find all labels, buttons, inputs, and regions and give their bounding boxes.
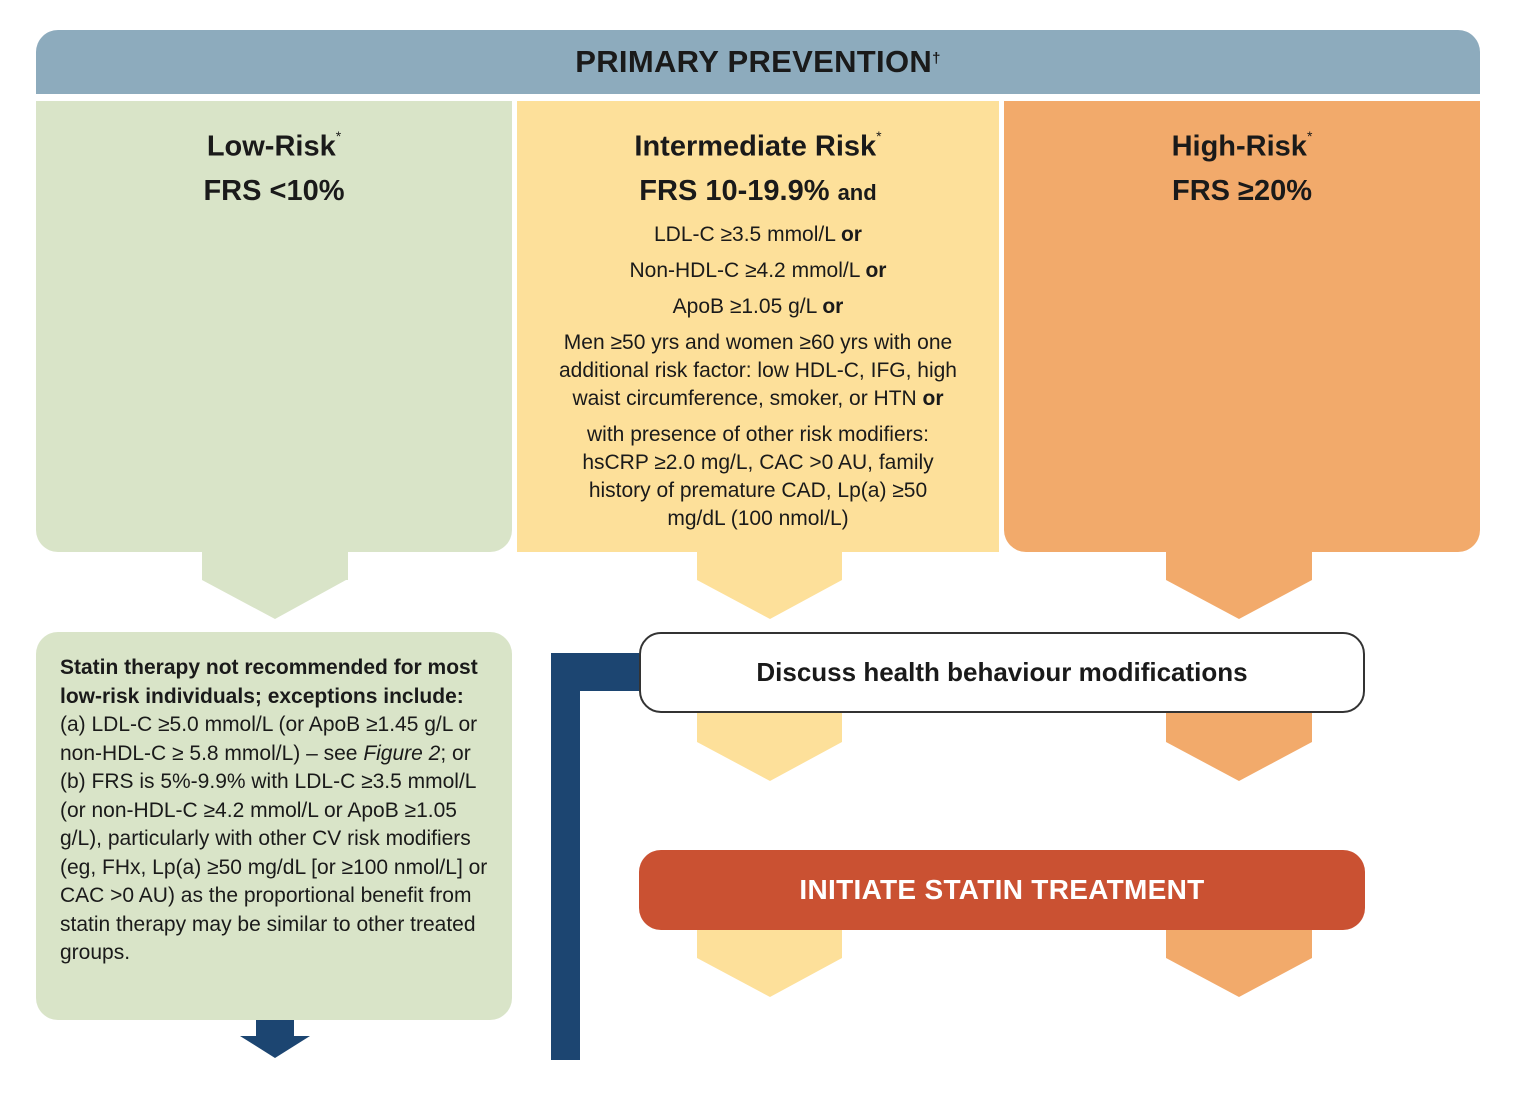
criterion-apob: ApoB ≥1.05 g/L or [672,294,844,318]
navy-connector [551,653,639,1060]
header-bar: PRIMARY PREVENTION † [36,30,1480,94]
criterion-risk-modifiers: with presence of other risk modifiers: h… [582,422,934,530]
arrow-low-down [202,552,348,619]
column-high-risk: High-Risk* FRS ≥20% [1004,101,1480,552]
intermediate-risk-frs: FRS 10-19.9% and [639,174,877,207]
criterion-non-hdl: Non-HDL-C ≥4.2 mmol/L or [629,258,887,282]
high-risk-frs: FRS ≥20% [1171,174,1312,207]
column-low-risk: Low-Risk* FRS <10% [36,101,512,552]
discuss-health-behaviour-box: Discuss health behaviour modifications [639,632,1365,713]
criterion-ldl: LDL-C ≥3.5 mmol/L or [654,222,862,246]
arrow-high-down-3 [1166,930,1312,997]
arrow-intermediate-down-1 [697,552,842,619]
arrow-high-down-2 [1166,713,1312,781]
arrow-low-navy-down [240,1020,310,1058]
arrow-high-down-1 [1166,552,1312,619]
header-title: PRIMARY PREVENTION [575,44,933,79]
low-risk-title: Low-Risk* [206,128,342,163]
criterion-age-risk-factor: Men ≥50 yrs and women ≥60 yrs with one a… [559,330,957,410]
intermediate-risk-title: Intermediate Risk* [634,128,882,163]
arrow-intermediate-down-3 [697,930,842,997]
low-risk-frs: FRS <10% [203,174,345,207]
column-intermediate-risk: Intermediate Risk* FRS 10-19.9% and LDL-… [517,101,999,552]
arrow-intermediate-down-2 [697,713,842,781]
initiate-statin-box: INITIATE STATIN TREATMENT [639,850,1365,930]
header-dagger: † [932,49,941,67]
high-risk-title: High-Risk* [1171,128,1313,163]
low-risk-recommendation: Statin therapy not recommended for most … [36,632,512,1020]
